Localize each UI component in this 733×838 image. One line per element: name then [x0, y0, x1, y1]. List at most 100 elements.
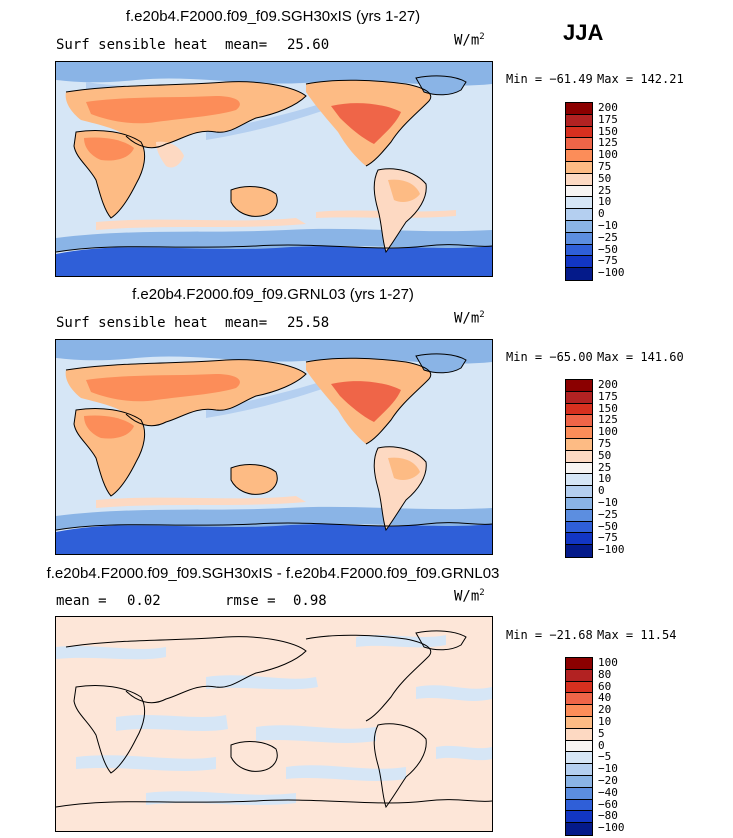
panel2-mean-label: mean=	[225, 315, 268, 331]
colorbar-tick-label: −25	[598, 230, 618, 244]
colorbar-swatch	[566, 669, 592, 682]
colorbar-tick-label: −10	[598, 219, 618, 232]
colorbar-tick-label: 0	[598, 207, 605, 221]
colorbar-tick-label: 100	[598, 656, 618, 669]
colorbar-tick-label: 40	[598, 691, 612, 705]
colorbar-swatch	[566, 658, 592, 670]
colorbar-swatch	[566, 438, 592, 451]
colorbar-swatch	[566, 220, 592, 233]
colorbar-tick-label: 150	[598, 401, 618, 415]
colorbar-tick-label: 10	[598, 195, 612, 209]
colorbar-tick-label: −80	[598, 809, 618, 823]
colorbar-swatch	[566, 752, 592, 765]
colorbar-swatch	[566, 256, 592, 269]
colorbar-tick-label: −40	[598, 785, 618, 799]
colorbar-tick-label: 100	[598, 148, 618, 162]
panel2-map-svg	[56, 340, 492, 554]
colorbar-tick-label: −100	[598, 821, 625, 835]
season-label: JJA	[563, 20, 604, 45]
panel3-rmse-value: 0.98	[293, 593, 327, 609]
panel1-colorbar	[565, 102, 593, 281]
colorbar-swatch	[566, 244, 592, 257]
colorbar-swatch	[566, 521, 592, 534]
colorbar-swatch	[566, 114, 592, 127]
panel2-colorbar	[565, 379, 593, 558]
panel2-max: Max = 141.60	[597, 350, 684, 364]
colorbar-swatch	[566, 681, 592, 694]
colorbar-swatch	[566, 268, 592, 280]
colorbar-swatch	[566, 427, 592, 439]
panel3-min: Min = −21.68	[506, 628, 593, 642]
colorbar-tick-label: 175	[598, 389, 618, 403]
colorbar-tick-label: 200	[598, 101, 618, 114]
colorbar-swatch	[566, 415, 592, 428]
colorbar-swatch	[566, 509, 592, 522]
colorbar-tick-label: −25	[598, 507, 618, 521]
colorbar-swatch	[566, 138, 592, 151]
panel1-map	[55, 61, 493, 277]
panel2-title: f.e20b4.F2000.f09_f09.GRNL03 (yrs 1-27)	[132, 286, 414, 303]
colorbar-swatch	[566, 811, 592, 824]
colorbar-swatch	[566, 450, 592, 463]
colorbar-swatch	[566, 775, 592, 788]
panel3-colorbar	[565, 657, 593, 836]
colorbar-tick-label: −5	[598, 750, 612, 764]
colorbar-tick-label: 25	[598, 460, 612, 474]
colorbar-tick-label: 0	[598, 738, 605, 752]
panel1-variable: Surf sensible heat	[56, 37, 208, 53]
panel1-mean-value: 25.60	[287, 37, 330, 53]
colorbar-tick-label: 175	[598, 112, 618, 126]
panel2-min: Min = −65.00	[506, 350, 593, 364]
colorbar-swatch	[566, 173, 592, 186]
colorbar-swatch	[566, 103, 592, 115]
colorbar-tick-label: 10	[598, 715, 612, 728]
colorbar-swatch	[566, 764, 592, 776]
colorbar-tick-label: 50	[598, 171, 612, 185]
colorbar-tick-label: 50	[598, 448, 612, 462]
colorbar-tick-label: 10	[598, 472, 612, 486]
colorbar-swatch	[566, 380, 592, 392]
panel3-title: f.e20b4.F2000.f09_f09.SGH30xIS - f.e20b4…	[46, 565, 500, 582]
panel3-unit: W/m2	[454, 588, 485, 605]
colorbar-tick-label: 125	[598, 413, 618, 427]
colorbar-tick-label: −10	[598, 762, 618, 776]
panel3-mean-value: 0.02	[127, 593, 161, 609]
colorbar-tick-label: −75	[598, 254, 618, 268]
colorbar-tick-label: 0	[598, 484, 605, 498]
colorbar-tick-label: −20	[598, 774, 618, 787]
panel2-map	[55, 339, 493, 555]
colorbar-swatch	[566, 728, 592, 741]
colorbar-swatch	[566, 545, 592, 557]
colorbar-swatch	[566, 787, 592, 800]
panel3-map-svg	[56, 617, 492, 831]
colorbar-swatch	[566, 209, 592, 221]
panel1-unit: W/m2	[454, 32, 485, 49]
colorbar-tick-label: 60	[598, 679, 612, 693]
colorbar-swatch	[566, 533, 592, 546]
colorbar-swatch	[566, 185, 592, 198]
colorbar-tick-label: −60	[598, 797, 618, 811]
panel3-map	[55, 616, 493, 832]
colorbar-swatch	[566, 693, 592, 706]
colorbar-swatch	[566, 823, 592, 835]
colorbar-tick-label: 125	[598, 136, 618, 150]
colorbar-tick-label: −100	[598, 266, 625, 280]
panel1-mean-label: mean=	[225, 37, 268, 53]
colorbar-swatch	[566, 799, 592, 812]
colorbar-swatch	[566, 391, 592, 404]
colorbar-tick-label: 20	[598, 703, 612, 717]
colorbar-swatch	[566, 740, 592, 753]
colorbar-tick-label: 5	[598, 726, 605, 740]
panel3-max: Max = 11.54	[597, 628, 677, 642]
colorbar-tick-label: 80	[598, 667, 612, 681]
colorbar-tick-label: −10	[598, 496, 618, 509]
colorbar-swatch	[566, 126, 592, 139]
panel1-map-svg	[56, 62, 492, 276]
colorbar-tick-label: 200	[598, 378, 618, 391]
colorbar-tick-label: −75	[598, 531, 618, 545]
colorbar-swatch	[566, 197, 592, 210]
colorbar-swatch	[566, 232, 592, 245]
colorbar-swatch	[566, 462, 592, 475]
colorbar-tick-label: −50	[598, 519, 618, 533]
colorbar-tick-label: 150	[598, 124, 618, 138]
